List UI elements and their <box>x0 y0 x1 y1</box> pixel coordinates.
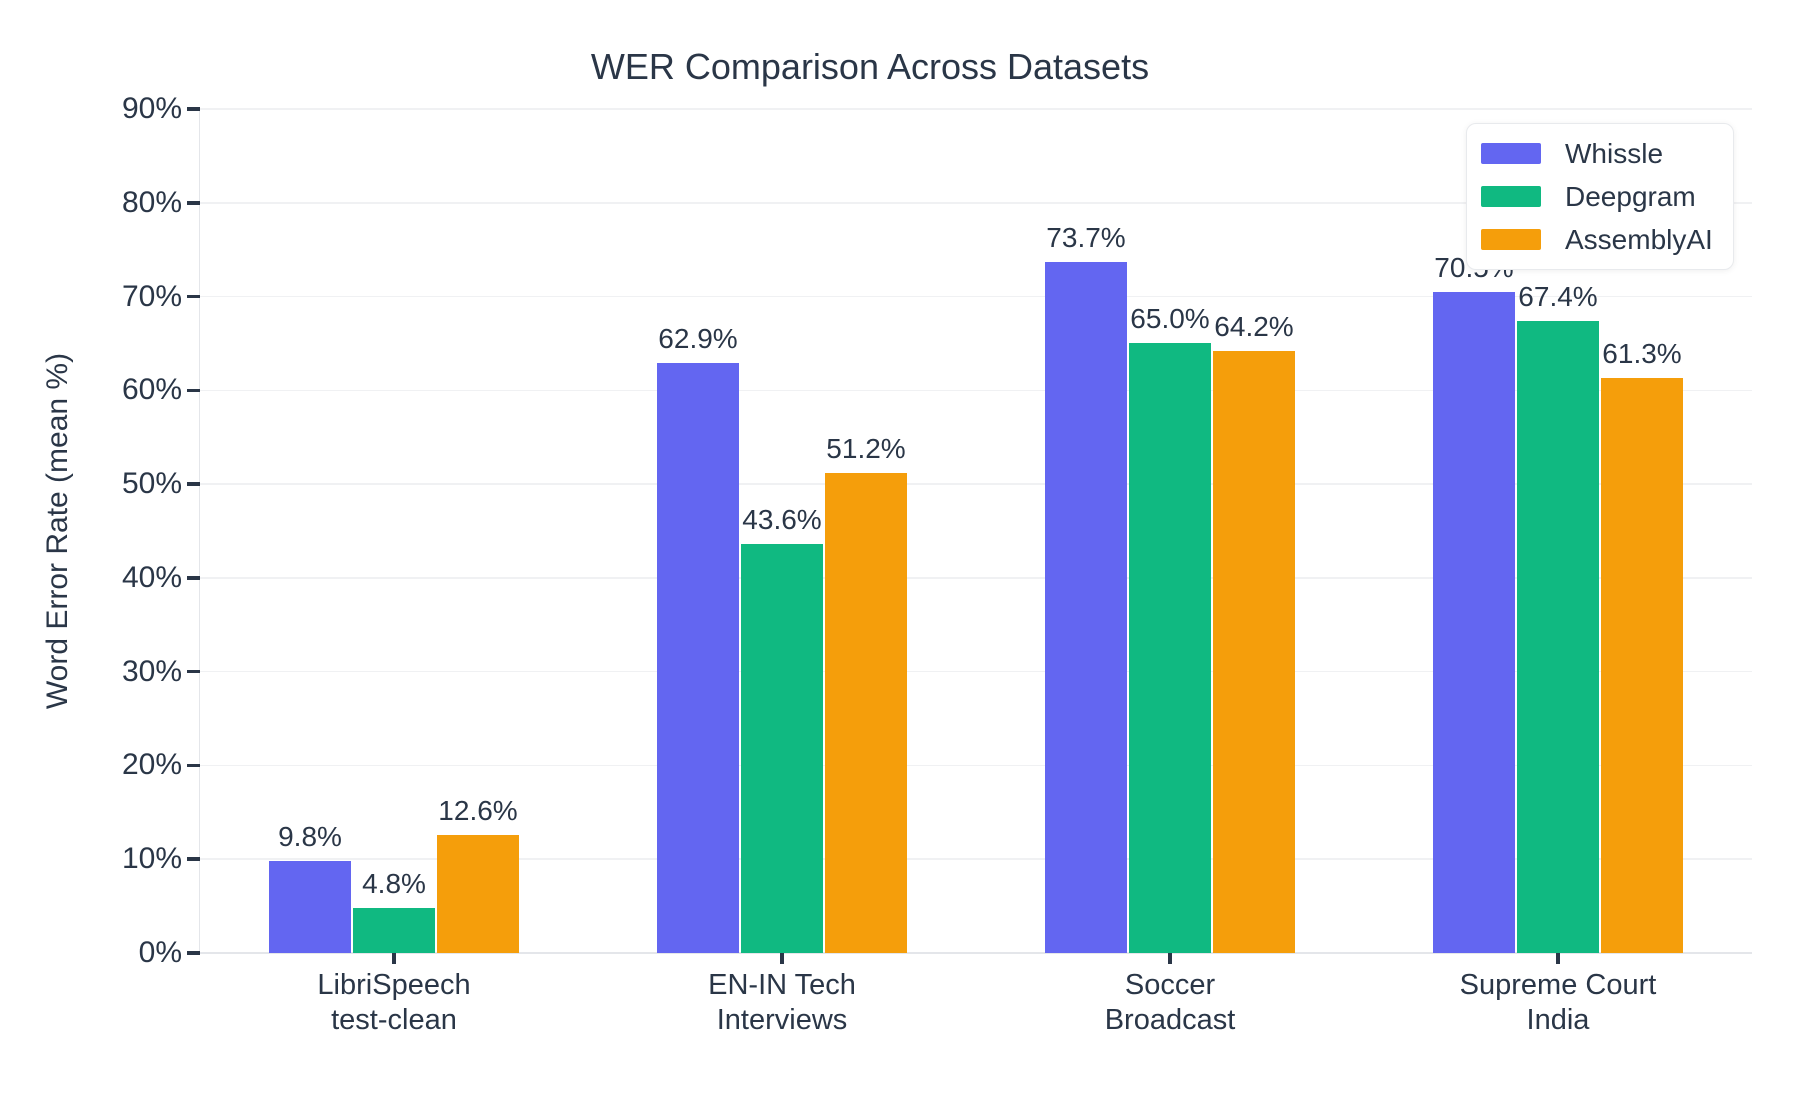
bar-deepgram-1 <box>741 544 823 953</box>
gridline-50 <box>200 483 1752 485</box>
bar-value-label-whissle-1: 62.9% <box>658 323 738 355</box>
y-tick-label-50: 50% <box>121 467 182 501</box>
y-tick-mark-20 <box>187 763 200 768</box>
legend-swatch-assemblyai <box>1481 229 1541 250</box>
y-tick-mark-90 <box>187 107 200 111</box>
y-tick-label-90: 90% <box>121 92 182 125</box>
bar-assemblyai-1 <box>825 472 907 953</box>
plot-area: 9.8% 4.8% 12.6% 62.9% 43.6% 51.2% 73.7% 65.0% 64… <box>200 108 1752 953</box>
bar-value-label-whissle-2: 73.7% <box>1046 221 1126 253</box>
chart-title: WER Comparison Across Datasets <box>590 46 1150 87</box>
y-tick-mark-50 <box>187 482 200 486</box>
y-tick-mark-70 <box>187 294 200 299</box>
bar-value-label-assemblyai-0: 12.6% <box>438 794 518 826</box>
y-tick-label-30: 30% <box>121 654 182 688</box>
y-tick-mark-60 <box>187 388 200 393</box>
gridline-70 <box>200 295 1752 298</box>
gridline-60 <box>200 389 1752 392</box>
y-tick-mark-30 <box>187 669 200 674</box>
bar-value-label-assemblyai-2: 64.2% <box>1214 310 1294 342</box>
y-tick-label-60: 60% <box>121 373 182 407</box>
bar-whissle-0 <box>269 861 351 953</box>
x-tick-mark-0 <box>392 953 396 964</box>
legend-label-deepgram: Deepgram <box>1565 180 1696 212</box>
y-tick-label-0: 0% <box>138 936 182 969</box>
gridline-80 <box>200 202 1752 204</box>
y-tick-mark-0 <box>187 951 200 955</box>
y-tick-mark-10 <box>187 857 200 861</box>
x-tick-label-0: LibriSpeech test-clean <box>317 969 471 1036</box>
y-tick-label-70: 70% <box>121 279 182 313</box>
bar-deepgram-3 <box>1517 320 1599 953</box>
bar-whissle-1 <box>657 363 739 953</box>
x-tick-label-3: Supreme Court India <box>1459 969 1657 1036</box>
gridline-30 <box>200 670 1752 673</box>
x-tick-mark-1 <box>780 953 784 964</box>
bar-value-label-deepgram-2: 65.0% <box>1130 303 1210 335</box>
bar-value-label-deepgram-3: 67.4% <box>1518 280 1598 312</box>
legend-label-assemblyai: AssemblyAI <box>1565 223 1713 255</box>
bar-whissle-3 <box>1433 291 1515 953</box>
x-tick-mark-3 <box>1556 953 1560 964</box>
y-tick-label-20: 20% <box>121 748 182 782</box>
y-tick-label-80: 80% <box>121 185 182 219</box>
bar-whissle-2 <box>1045 261 1127 953</box>
legend: Whissle Deepgram AssemblyAI <box>1466 123 1734 270</box>
bar-value-label-assemblyai-1: 51.2% <box>826 432 906 464</box>
gridline-40 <box>200 577 1752 579</box>
x-axis-line <box>198 952 1752 954</box>
legend-label-whissle: Whissle <box>1565 137 1664 169</box>
legend-item-deepgram: Deepgram <box>1481 180 1713 213</box>
y-axis-line <box>198 109 200 954</box>
bar-value-label-assemblyai-3: 61.3% <box>1602 338 1682 370</box>
y-tick-label-10: 10% <box>121 842 182 876</box>
bar-assemblyai-2 <box>1213 350 1295 953</box>
bar-assemblyai-0 <box>437 834 519 953</box>
legend-item-whissle: Whissle <box>1481 137 1713 170</box>
bar-value-label-deepgram-0: 4.8% <box>362 868 426 899</box>
x-tick-label-1: EN-IN Tech Interviews <box>708 969 856 1036</box>
gridline-20 <box>200 764 1752 767</box>
bar-assemblyai-3 <box>1601 378 1683 953</box>
x-tick-mark-2 <box>1168 953 1172 964</box>
bar-deepgram-2 <box>1129 343 1211 953</box>
legend-swatch-deepgram <box>1481 186 1541 207</box>
legend-swatch-whissle <box>1481 143 1541 164</box>
legend-item-assemblyai: AssemblyAI <box>1481 223 1713 256</box>
y-tick-mark-80 <box>187 201 200 205</box>
bar-value-label-whissle-0: 9.8% <box>278 821 342 853</box>
y-tick-label-40: 40% <box>121 560 182 594</box>
gridline-90 <box>200 108 1752 110</box>
bar-deepgram-0 <box>353 908 435 953</box>
gridline-10 <box>200 858 1752 860</box>
bar-value-label-deepgram-1: 43.6% <box>742 504 822 536</box>
y-tick-mark-40 <box>187 576 200 580</box>
x-tick-label-2: Soccer Broadcast <box>1104 969 1236 1036</box>
